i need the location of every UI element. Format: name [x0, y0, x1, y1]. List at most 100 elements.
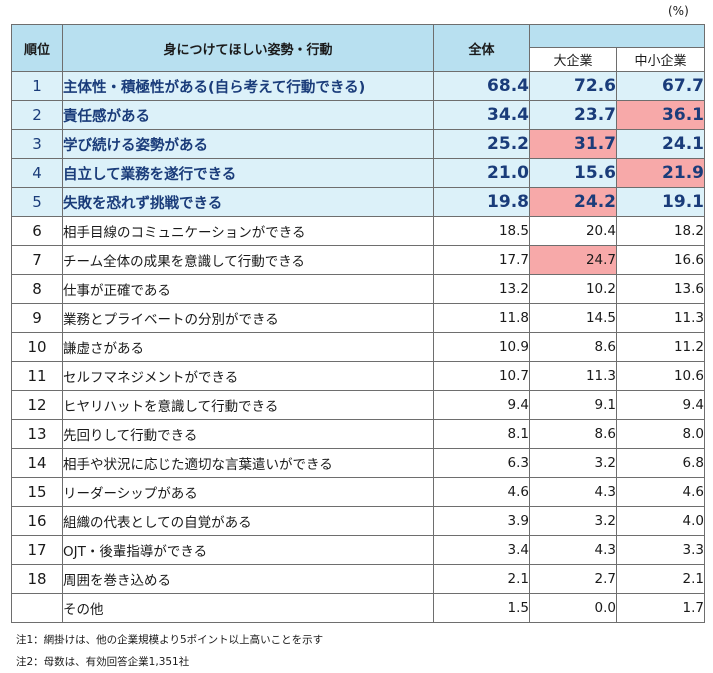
item-cell: 失敗を恐れず挑戦できる [62, 187, 434, 217]
rank-cell: 16 [11, 506, 63, 536]
item-cell: 先回りして行動できる [62, 419, 434, 449]
table-row: 9 業務とプライベートの分別ができる 11.8 14.5 11.3 [11, 303, 705, 333]
large-value-cell: 14.5 [529, 303, 617, 333]
note-2: 注2：母数は、有効回答企業1,351社 [16, 656, 190, 668]
large-value-cell: 31.7 [529, 129, 617, 159]
item-cell: 謙虚さがある [62, 332, 434, 362]
rank-cell: 6 [11, 216, 63, 246]
sme-value-cell: 10.6 [616, 361, 705, 391]
all-value-cell: 34.4 [433, 100, 530, 130]
item-cell: 仕事が正確である [62, 274, 434, 304]
sme-value-cell: 36.1 [616, 100, 705, 130]
large-value-cell: 15.6 [529, 158, 617, 188]
table-row: 5 失敗を恐れず挑戦できる 19.8 24.2 19.1 [11, 187, 705, 217]
item-cell: 自立して業務を遂行できる [62, 158, 434, 188]
notes: 注1：網掛けは、他の企業規模より5ポイント以上高いことを示す 注2：母数は、有効… [16, 629, 323, 673]
item-cell: 相手や状況に応じた適切な言葉遣いができる [62, 448, 434, 478]
sme-value-cell: 4.0 [616, 506, 705, 536]
all-value-cell: 6.3 [433, 448, 530, 478]
all-value-cell: 19.8 [433, 187, 530, 217]
table-row: 17 OJT・後輩指導ができる 3.4 4.3 3.3 [11, 535, 705, 565]
all-value-cell: 68.4 [433, 71, 530, 101]
ranking-table: 順位 身につけてほしい姿勢・行動 全体 大企業 中小企業 1 主体性・積極性がある… [11, 24, 705, 623]
table-row: 11 セルフマネジメントができる 10.7 11.3 10.6 [11, 361, 705, 391]
table-row: 3 学び続ける姿勢がある 25.2 31.7 24.1 [11, 129, 705, 159]
large-value-cell: 24.7 [529, 245, 617, 275]
large-value-cell: 11.3 [529, 361, 617, 391]
item-cell: 業務とプライベートの分別ができる [62, 303, 434, 333]
all-value-cell: 10.7 [433, 361, 530, 391]
sme-value-cell: 13.6 [616, 274, 705, 304]
sme-value-cell: 67.7 [616, 71, 705, 101]
all-value-cell: 1.5 [433, 593, 530, 623]
header-large: 大企業 [529, 47, 617, 72]
item-cell: 主体性・積極性がある(自ら考えて行動できる) [62, 71, 434, 101]
large-value-cell: 9.1 [529, 390, 617, 420]
rank-cell: 4 [11, 158, 63, 188]
rank-cell: 18 [11, 564, 63, 594]
rank-cell: 5 [11, 187, 63, 217]
rank-cell: 9 [11, 303, 63, 333]
sme-value-cell: 4.6 [616, 477, 705, 507]
all-value-cell: 21.0 [433, 158, 530, 188]
rank-cell: 8 [11, 274, 63, 304]
rank-cell: 15 [11, 477, 63, 507]
rank-cell: 3 [11, 129, 63, 159]
item-cell: OJT・後輩指導ができる [62, 535, 434, 565]
sme-value-cell: 8.0 [616, 419, 705, 449]
sme-value-cell: 11.2 [616, 332, 705, 362]
item-cell: 組織の代表としての自覚がある [62, 506, 434, 536]
item-cell: 周囲を巻き込める [62, 564, 434, 594]
table-row: 14 相手や状況に応じた適切な言葉遣いができる 6.3 3.2 6.8 [11, 448, 705, 478]
all-value-cell: 10.9 [433, 332, 530, 362]
all-value-cell: 25.2 [433, 129, 530, 159]
rank-cell: 13 [11, 419, 63, 449]
rank-cell [11, 593, 63, 623]
sme-value-cell: 9.4 [616, 390, 705, 420]
table-row: 16 組織の代表としての自覚がある 3.9 3.2 4.0 [11, 506, 705, 536]
table-row: 10 謙虚さがある 10.9 8.6 11.2 [11, 332, 705, 362]
item-cell: セルフマネジメントができる [62, 361, 434, 391]
large-value-cell: 8.6 [529, 332, 617, 362]
sme-value-cell: 16.6 [616, 245, 705, 275]
all-value-cell: 17.7 [433, 245, 530, 275]
large-value-cell: 23.7 [529, 100, 617, 130]
table-row: 13 先回りして行動できる 8.1 8.6 8.0 [11, 419, 705, 449]
table-row: 1 主体性・積極性がある(自ら考えて行動できる) 68.4 72.6 67.7 [11, 71, 705, 101]
all-value-cell: 13.2 [433, 274, 530, 304]
table-row: 7 チーム全体の成果を意識して行動できる 17.7 24.7 16.6 [11, 245, 705, 275]
rank-cell: 10 [11, 332, 63, 362]
item-cell: チーム全体の成果を意識して行動できる [62, 245, 434, 275]
all-value-cell: 11.8 [433, 303, 530, 333]
sme-value-cell: 2.1 [616, 564, 705, 594]
large-value-cell: 20.4 [529, 216, 617, 246]
large-value-cell: 8.6 [529, 419, 617, 449]
large-value-cell: 3.2 [529, 448, 617, 478]
sme-value-cell: 18.2 [616, 216, 705, 246]
large-value-cell: 24.2 [529, 187, 617, 217]
rank-cell: 12 [11, 390, 63, 420]
table-row: 4 自立して業務を遂行できる 21.0 15.6 21.9 [11, 158, 705, 188]
header-all: 全体 [433, 24, 530, 72]
rank-cell: 17 [11, 535, 63, 565]
table-row: 8 仕事が正確である 13.2 10.2 13.6 [11, 274, 705, 304]
sme-value-cell: 1.7 [616, 593, 705, 623]
sme-value-cell: 11.3 [616, 303, 705, 333]
item-cell: 相手目線のコミュニケーションができる [62, 216, 434, 246]
table-row: 15 リーダーシップがある 4.6 4.3 4.6 [11, 477, 705, 507]
note-1: 注1：網掛けは、他の企業規模より5ポイント以上高いことを示す [16, 634, 324, 646]
header-sme: 中小企業 [616, 47, 705, 72]
item-cell: 責任感がある [62, 100, 434, 130]
table-row: 6 相手目線のコミュニケーションができる 18.5 20.4 18.2 [11, 216, 705, 246]
all-value-cell: 2.1 [433, 564, 530, 594]
header-rank: 順位 [11, 24, 63, 72]
item-cell: ヒヤリハットを意識して行動できる [62, 390, 434, 420]
header-size-group [529, 24, 705, 48]
all-value-cell: 9.4 [433, 390, 530, 420]
sme-value-cell: 21.9 [616, 158, 705, 188]
item-cell: リーダーシップがある [62, 477, 434, 507]
large-value-cell: 10.2 [529, 274, 617, 304]
sme-value-cell: 19.1 [616, 187, 705, 217]
large-value-cell: 72.6 [529, 71, 617, 101]
table-row: その他 1.5 0.0 1.7 [11, 593, 705, 623]
